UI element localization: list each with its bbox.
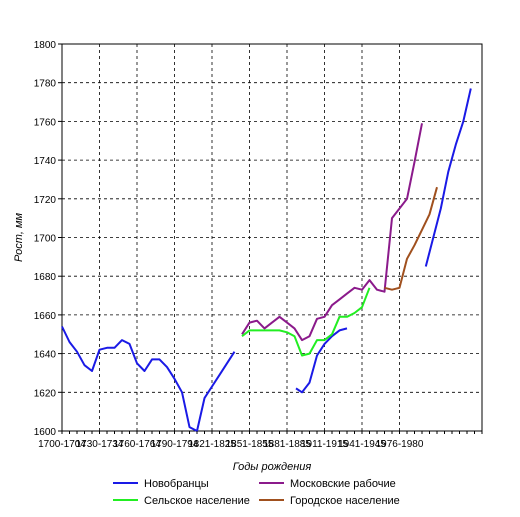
- y-tick-label: 1660: [34, 311, 57, 322]
- y-axis-title: Рост, мм: [13, 213, 25, 263]
- y-tick-label: 1780: [34, 79, 57, 90]
- x-tick-label: 1881-1885: [263, 439, 311, 450]
- y-tick-label: 1720: [34, 195, 57, 206]
- x-tick-label: 1976-1980: [376, 439, 424, 450]
- y-tick-label: 1740: [34, 156, 57, 167]
- y-tick-label: 1620: [34, 388, 57, 399]
- series-1: [61, 88, 472, 432]
- x-tick-label: 1760-1764: [113, 439, 161, 450]
- legend-item: Городское население: [259, 495, 400, 507]
- y-tick-label: 1640: [34, 350, 57, 361]
- x-tick-label: 1821-1825: [188, 439, 236, 450]
- series-3: [241, 287, 371, 357]
- y-tick-label: 1600: [34, 427, 57, 438]
- x-tick-label: 1941-1945: [338, 439, 386, 450]
- legend-label: Сельское население: [144, 495, 250, 507]
- y-tick-label: 1760: [34, 117, 57, 128]
- legend-label: Городское население: [290, 495, 400, 507]
- series-line: [384, 186, 438, 291]
- series-layer: [61, 88, 472, 432]
- y-tick-label: 1800: [34, 40, 57, 51]
- series-line: [295, 327, 348, 394]
- legend-item: Московские рабочие: [259, 478, 396, 490]
- x-tick-label: 1700-1704: [38, 439, 86, 450]
- series-line: [424, 88, 472, 267]
- series-4: [384, 186, 438, 291]
- legend-item: Сельское население: [113, 495, 250, 507]
- legend-label: Московские рабочие: [290, 478, 396, 490]
- y-ticks: 1600 1620 1640 1660 1680 1700 1720 1740 1760 1780…: [34, 40, 62, 438]
- series-line: [241, 123, 423, 342]
- series-line: [241, 287, 371, 357]
- y-tick-label: 1680: [34, 272, 57, 283]
- x-tick-label: 1911-1915: [301, 439, 349, 450]
- x-ticks: 1700-17041730-17341760-17641790-17941821…: [38, 431, 483, 450]
- series-2: [241, 123, 423, 342]
- legend: Новобранцы Московские рабочие Сельское нас…: [113, 478, 400, 507]
- x-tick-label: 1790-1794: [151, 439, 199, 450]
- series-line: [61, 326, 236, 432]
- y-tick-label: 1700: [34, 234, 57, 245]
- x-axis-title: Годы рождения: [233, 461, 312, 473]
- grid: [61, 43, 482, 432]
- x-tick-label: 1730-1734: [76, 439, 124, 450]
- legend-label: Новобранцы: [144, 478, 209, 490]
- x-tick-label: 1851-1855: [226, 439, 274, 450]
- legend-item: Новобранцы: [113, 478, 209, 490]
